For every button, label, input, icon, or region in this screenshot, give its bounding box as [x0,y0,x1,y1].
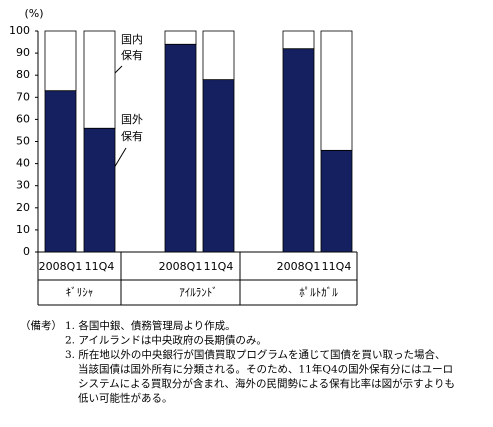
bar-segment [44,90,77,253]
group-label: ｱｲﾙﾗﾝﾄﾞ [179,286,218,299]
group-label: ﾎﾟﾙﾄｶﾞﾙ [299,286,338,299]
y-tick-label: 90 [16,46,30,59]
bar-segment [83,30,116,129]
x-tick-label: 11Q4 [204,260,234,273]
y-tick-label: 100 [9,24,30,37]
y-tick-label: 70 [16,90,30,103]
annotation: 国外 [121,113,143,126]
bar-segment [202,30,235,81]
annotation: 保有 [121,48,143,62]
y-tick-label: 40 [16,157,30,170]
bar-segment [282,48,315,253]
annotation: 国内 [121,32,143,46]
x-tick-label: 2008Q1 [159,260,203,273]
y-tick-label: 10 [16,223,30,236]
y-tick-label: 50 [16,135,30,148]
bar-segment [83,127,116,253]
note-line: 低い可能性がある。 [78,392,173,405]
y-tick-label: 20 [16,201,30,214]
bar-segment [320,30,353,151]
bar-segment [282,30,315,50]
note-line: 3. 所在地以外の中央銀行が国債買取プログラムを通じて国債を買い取った場合、 [65,348,446,361]
note-line: 当該国債は国外所有に分類される。そのため、11年Q4の国外保有分にはユーロ [78,363,453,376]
bar-segment [44,30,77,92]
x-tick-label: 2008Q1 [277,260,321,273]
x-tick-label: 11Q4 [322,260,352,273]
note-line: システムによる買取分が含まれ、海外の民間勢による保有比率は図が示すよりも [78,377,455,390]
y-tick-label: 30 [16,179,30,192]
x-tick-label: 2008Q1 [39,260,83,273]
note-line: 2. アイルランドは中央政府の長期債のみ。 [65,334,267,347]
bar-segment [202,79,235,253]
y-tick-label: 0 [23,245,30,258]
bar-segment [320,149,353,253]
note-line: 1. 各国中銀、債務管理局より作成。 [65,319,236,332]
x-tick-label: 11Q4 [85,260,115,273]
y-axis-label: (%) [24,7,43,20]
y-tick-label: 80 [16,68,30,81]
y-tick-label: 60 [16,112,30,125]
bar-segment [164,43,197,253]
group-label: ｷﾞﾘｼｬ [66,286,94,299]
bar-segment [164,30,197,45]
note-label: （備考） [20,319,62,332]
annotation: 保有 [121,129,143,143]
